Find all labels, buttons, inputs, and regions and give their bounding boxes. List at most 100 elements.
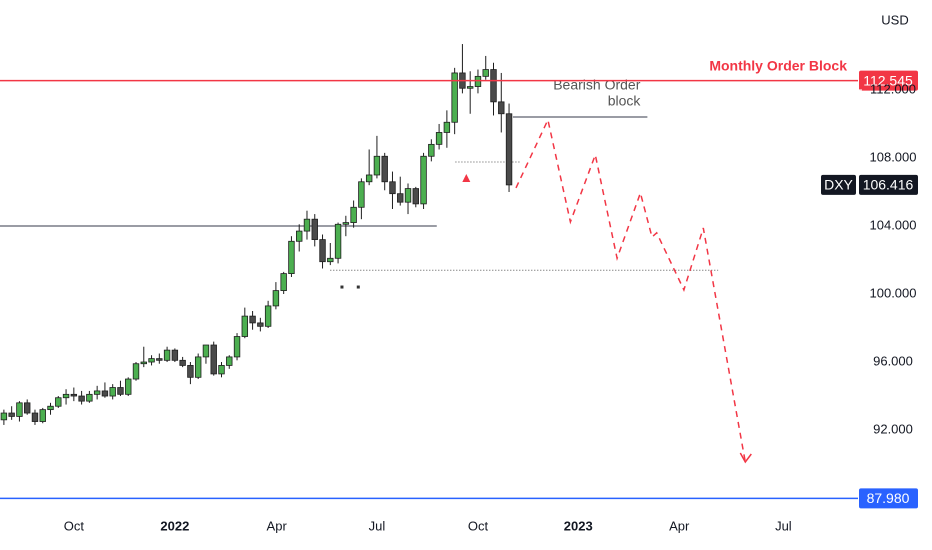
- candle-body: [257, 322, 264, 327]
- x-tick-label: 2023: [564, 518, 593, 533]
- candle-body: [466, 86, 474, 89]
- candle-body: [303, 218, 311, 232]
- candle-body: [0, 412, 8, 421]
- candle-body: [288, 240, 295, 274]
- x-tick-label: Jul: [775, 518, 792, 533]
- projection-path: [515, 117, 747, 463]
- candle-body: [505, 113, 513, 186]
- candle-body: [24, 402, 31, 414]
- candle-body: [342, 222, 350, 225]
- overlay: 112.545 87.980 DXY 106.416: [821, 70, 918, 509]
- candle-body: [233, 336, 241, 358]
- x-tick-label: Oct: [468, 518, 489, 533]
- price-box: [859, 488, 918, 509]
- last-price-label: 106.416: [863, 177, 914, 193]
- y-tick-label: 108.000: [870, 149, 917, 164]
- candle-body: [210, 344, 217, 375]
- candle-body: [272, 290, 280, 307]
- candle-body: [101, 390, 109, 397]
- y-tick-label: 112.000: [870, 81, 916, 96]
- candle-body: [202, 344, 210, 358]
- candle-body: [62, 393, 70, 399]
- segment-annotation: Bearish Order: [553, 77, 640, 93]
- candle-body: [194, 356, 202, 378]
- candle-body: [218, 365, 225, 375]
- dot: [340, 285, 344, 289]
- candle-body: [86, 393, 93, 402]
- y-tick-label: 100.000: [870, 285, 917, 300]
- candle-body: [132, 363, 140, 380]
- candle-body: [490, 69, 497, 103]
- candle-body: [474, 75, 482, 87]
- candle-body: [8, 412, 15, 417]
- candle-body: [412, 188, 419, 205]
- x-tick-label: 2022: [160, 518, 189, 533]
- candle-body: [435, 132, 443, 145]
- candle-body: [350, 206, 357, 223]
- candle-body: [443, 121, 451, 133]
- candle-body: [140, 361, 147, 365]
- candle-body: [241, 315, 249, 337]
- candle-body: [498, 101, 505, 115]
- price-box-label: 87.980: [867, 490, 910, 506]
- candle-body: [226, 356, 233, 366]
- currency-unit: USD: [881, 12, 908, 27]
- segment-annotation: block: [608, 93, 642, 109]
- y-tick-label: 96.000: [873, 353, 913, 368]
- candle-body: [358, 181, 365, 208]
- symbol-box: [821, 174, 856, 195]
- candle-body: [109, 387, 116, 397]
- candle-body: [280, 273, 287, 292]
- candle-body: [125, 378, 132, 395]
- candle-body: [428, 143, 435, 157]
- candle-body: [482, 69, 489, 77]
- candle-body: [327, 257, 334, 263]
- candle-body: [117, 387, 124, 395]
- last-price-box: [859, 174, 918, 195]
- signal-marker: [462, 174, 471, 183]
- candle-body: [451, 72, 458, 123]
- x-tick-label: Apr: [267, 518, 288, 533]
- candle-body: [93, 390, 101, 395]
- candle-body: [397, 193, 404, 203]
- candle-body: [296, 230, 303, 242]
- candle-body: [47, 405, 54, 411]
- price-box-label: 112.545: [863, 72, 913, 88]
- candle-body: [319, 239, 326, 263]
- candle-body: [39, 409, 46, 422]
- dot: [356, 285, 360, 289]
- candle-body: [179, 359, 186, 366]
- candle-body: [389, 181, 396, 195]
- candle-body: [31, 412, 39, 422]
- candle-body: [16, 402, 23, 417]
- y-tick-label: 104.000: [870, 217, 917, 232]
- symbol-label: DXY: [824, 177, 853, 193]
- x-tick-label: Oct: [64, 518, 85, 533]
- x-tick-label: Jul: [369, 518, 386, 533]
- candle-body: [404, 188, 412, 203]
- candle-body: [249, 315, 256, 324]
- x-tick-label: Apr: [669, 518, 690, 533]
- candle-body: [381, 155, 388, 183]
- candle-body: [373, 155, 381, 176]
- y-tick-label: 92.000: [873, 421, 913, 436]
- candle-body: [171, 349, 179, 361]
- candle-body: [70, 393, 78, 397]
- candle-body: [311, 218, 318, 240]
- candle-body: [420, 155, 427, 205]
- candle-body: [334, 223, 342, 259]
- candle-body: [365, 174, 373, 183]
- candle-body: [148, 358, 155, 363]
- price-box: [859, 70, 918, 91]
- level-label: Monthly Order Block: [709, 57, 847, 73]
- candle-body: [163, 349, 171, 361]
- candle-body: [264, 305, 272, 327]
- candle-body: [187, 365, 194, 378]
- candle-body: [55, 397, 62, 407]
- candle-body: [78, 395, 85, 402]
- projection-arrowhead: [739, 452, 752, 464]
- candle-body: [156, 358, 163, 361]
